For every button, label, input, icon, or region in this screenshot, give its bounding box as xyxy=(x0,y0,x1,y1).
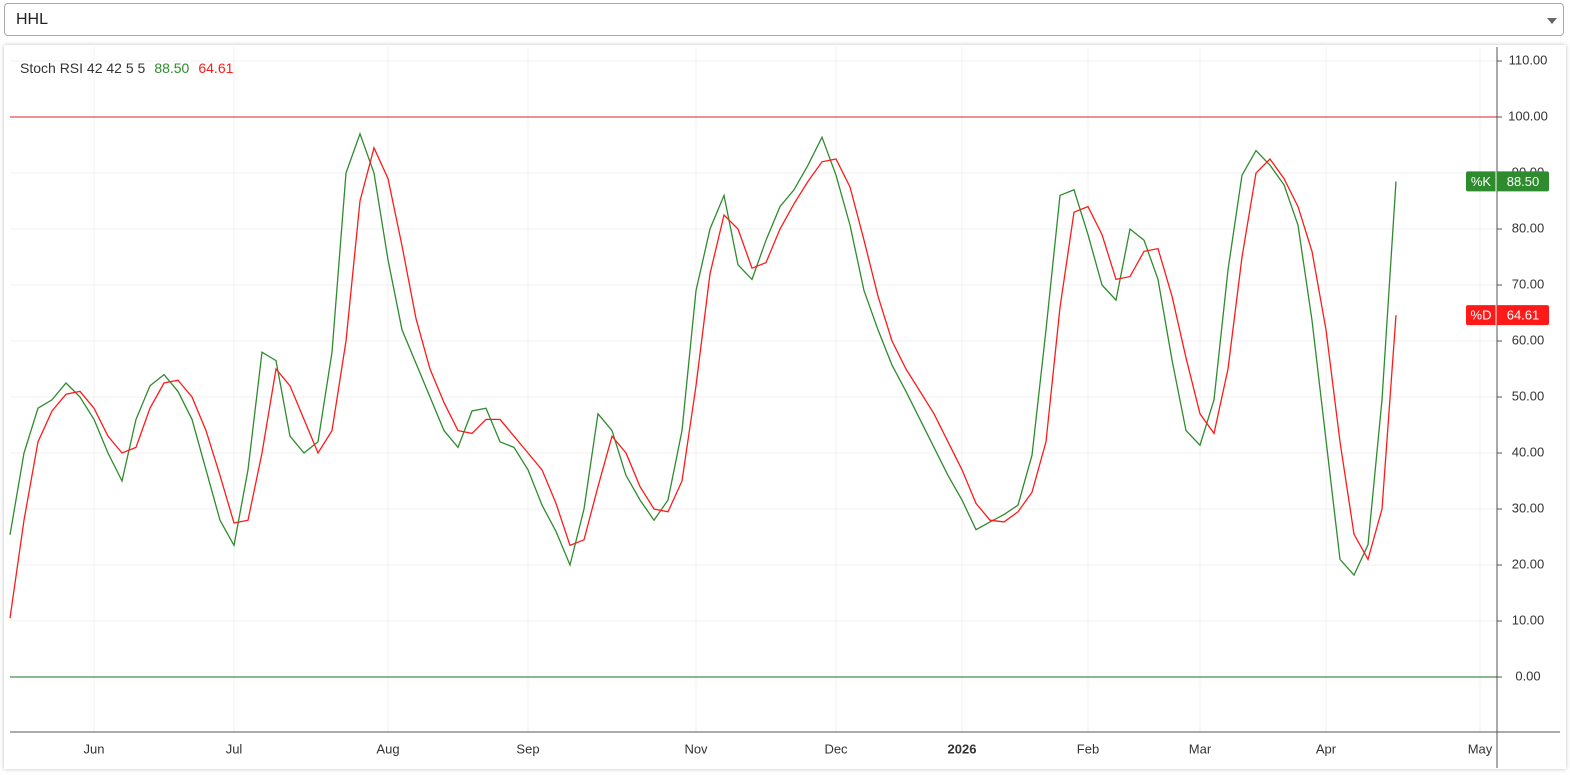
x-tick-label: Apr xyxy=(1316,741,1337,756)
k-value: 88.50 xyxy=(154,60,190,76)
series-line xyxy=(9,131,1397,577)
x-tick-label: Jul xyxy=(226,741,243,756)
dropdown-arrow xyxy=(1547,18,1557,24)
y-tick-label: 60.00 xyxy=(1512,332,1545,347)
symbol-dropdown[interactable]: HHL xyxy=(4,3,1564,36)
x-tick-label: 2026 xyxy=(948,741,977,756)
x-tick-label: Jun xyxy=(84,741,105,756)
y-tick-label: 40.00 xyxy=(1512,444,1545,459)
value-tag xyxy=(1466,305,1549,326)
y-tick-label: 80.00 xyxy=(1512,220,1545,235)
value-tag xyxy=(1466,171,1549,192)
legend: Stoch RSI 42 42 5 5 88.50 64.61 xyxy=(20,60,233,76)
tag-value: 64.61 xyxy=(1507,308,1540,323)
y-tick-label: 10.00 xyxy=(1512,612,1545,627)
indicator-title: Stoch RSI 42 42 5 5 xyxy=(20,60,146,76)
y-tick-label: 110.00 xyxy=(1509,52,1548,67)
y-tick-label: 100.00 xyxy=(1508,108,1548,123)
d-value: 64.61 xyxy=(198,60,234,76)
x-tick-label: Feb xyxy=(1077,741,1099,756)
dropdown-value: HHL xyxy=(16,11,49,28)
x-tick-label: Sep xyxy=(516,741,539,756)
x-tick-label: Nov xyxy=(684,741,708,756)
x-tick-label: Dec xyxy=(824,741,848,756)
y-tick-label: 70.00 xyxy=(1512,276,1545,291)
y-tick-label: 0.00 xyxy=(1515,668,1540,683)
tag-name: %D xyxy=(1471,308,1492,323)
y-tick-label: 30.00 xyxy=(1512,500,1545,515)
y-tick-label: 50.00 xyxy=(1512,388,1545,403)
x-tick-label: Aug xyxy=(376,741,399,756)
tag-name: %K xyxy=(1471,174,1492,189)
y-tick-label: 20.00 xyxy=(1512,556,1545,571)
series-line xyxy=(9,145,1397,619)
x-tick-label: May xyxy=(1468,741,1493,756)
tag-value: 88.50 xyxy=(1507,174,1540,189)
x-tick-label: Mar xyxy=(1189,741,1212,756)
